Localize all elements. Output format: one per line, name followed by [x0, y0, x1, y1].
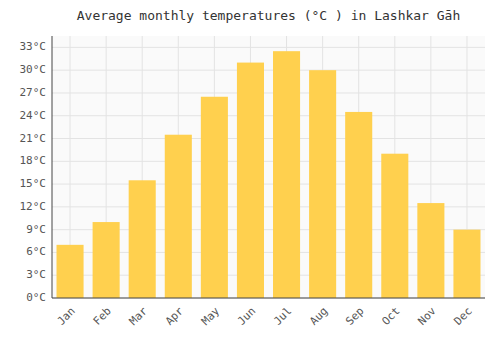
- y-grid-line: [52, 161, 485, 162]
- x-tick-label: Jan: [55, 305, 78, 328]
- bar: [381, 154, 408, 298]
- grid: [52, 36, 485, 298]
- x-tick-label: Jun: [235, 305, 258, 328]
- bar: [57, 245, 84, 298]
- x-tick-labels: Jan Feb Mar Apr May Jun Jul Aug Sep Oct Nov Dec: [55, 304, 475, 328]
- x-tick-label: Jul: [271, 305, 294, 328]
- bar: [309, 70, 336, 298]
- y-grid-line: [52, 184, 485, 185]
- x-tick-label: Apr: [163, 304, 187, 328]
- x-tick-label: Mar: [127, 304, 151, 328]
- x-tick-label: Nov: [415, 304, 439, 328]
- y-tick-labels: 0°C 3°C 6°C 9°C 12°C 15°C 18°C 21°C 24°C 27°C 30°C…: [20, 40, 47, 304]
- y-grid-line: [52, 70, 485, 71]
- y-tick-label: 3°C: [26, 268, 46, 281]
- y-grid-line: [52, 92, 485, 93]
- y-tick-label: 30°C: [20, 63, 47, 76]
- y-tick-label: 6°C: [26, 245, 46, 258]
- y-tick-label: 33°C: [20, 40, 47, 53]
- bar: [129, 180, 156, 298]
- x-tick-label: Aug: [307, 305, 330, 328]
- y-tick-label: 9°C: [26, 223, 46, 236]
- x-tick-label: Oct: [379, 305, 402, 328]
- y-tick-label: 18°C: [20, 154, 47, 167]
- y-grid-line: [52, 138, 485, 139]
- bar: [237, 63, 264, 298]
- y-grid-line: [52, 298, 485, 299]
- plot-area: [52, 36, 485, 298]
- y-tick-label: 15°C: [20, 177, 47, 190]
- bars: [57, 51, 481, 298]
- y-axis-line: [52, 36, 53, 298]
- x-axis-line: [52, 298, 485, 299]
- x-tick-label: Feb: [91, 305, 114, 328]
- y-tick-label: 24°C: [20, 109, 47, 122]
- chart: 0°C 3°C 6°C 9°C 12°C 15°C 18°C 21°C 24°C 27°C 30°C…: [0, 0, 500, 350]
- x-tick-label: May: [199, 304, 223, 328]
- y-tick-label: 0°C: [26, 291, 46, 304]
- x-tick-label: Dec: [451, 305, 474, 328]
- y-grid-line: [52, 115, 485, 116]
- bar: [93, 222, 120, 298]
- bar: [453, 230, 480, 298]
- bar: [345, 112, 372, 298]
- y-grid-line: [52, 47, 485, 48]
- bar: [417, 203, 444, 298]
- y-tick-label: 12°C: [20, 200, 47, 213]
- x-tick-label: Sep: [343, 305, 366, 328]
- title: Average monthly temperatures (°C ) in La…: [77, 8, 461, 23]
- bar: [201, 97, 228, 298]
- bar: [273, 51, 300, 298]
- bar: [165, 135, 192, 298]
- y-tick-label: 21°C: [20, 132, 47, 145]
- y-tick-label: 27°C: [20, 86, 47, 99]
